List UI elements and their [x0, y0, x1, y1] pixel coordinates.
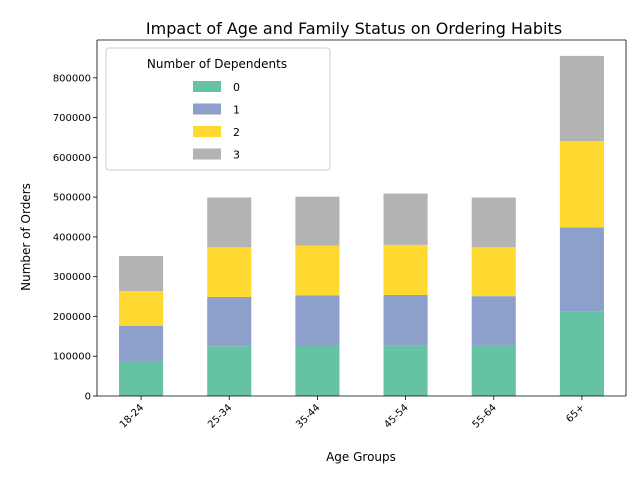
y-tick-label-400000: 400000	[53, 232, 91, 243]
bar-segment-18-24-dependents-2	[119, 290, 164, 326]
bar-segment-45-54-dependents-3	[383, 193, 428, 245]
bar-segment-45-54-dependents-1	[383, 294, 428, 346]
legend-title: Number of Dependents	[147, 57, 287, 71]
x-tick-label-25-34: 25-34	[206, 402, 234, 430]
legend-label-dependents-2: 2	[233, 126, 240, 139]
bar-segment-65+-dependents-2	[559, 141, 604, 228]
y-tick-label-100000: 100000	[53, 352, 91, 363]
y-tick-label-300000: 300000	[53, 272, 91, 283]
x-axis-title: Age Groups	[326, 450, 396, 464]
bar-segment-35-44-dependents-2	[295, 245, 340, 296]
bar-segment-25-34-dependents-3	[207, 197, 252, 248]
y-axis-title: Number of Orders	[19, 183, 33, 291]
bar-segment-35-44-dependents-1	[295, 295, 340, 346]
bar-segment-55-64-dependents-2	[471, 247, 516, 297]
bar-segment-45-54-dependents-0	[383, 345, 428, 396]
y-tick-label-200000: 200000	[53, 312, 91, 323]
x-tick-label-55-64: 55-64	[471, 402, 499, 430]
chart-title: Impact of Age and Family Status on Order…	[146, 19, 562, 38]
legend-swatch-dependents-3	[193, 148, 221, 160]
bar-segment-18-24-dependents-1	[119, 325, 164, 361]
bar-segment-65+-dependents-3	[559, 55, 604, 142]
bar-segment-35-44-dependents-3	[295, 196, 340, 246]
y-tick-label-500000: 500000	[53, 193, 91, 204]
y-tick-label-700000: 700000	[53, 113, 91, 124]
legend-label-dependents-3: 3	[233, 149, 240, 162]
x-tick-label-65+: 65+	[564, 402, 587, 425]
bar-segment-65+-dependents-0	[559, 311, 604, 396]
x-tick-label-45-54: 45-54	[382, 402, 410, 430]
legend-label-dependents-1: 1	[233, 104, 240, 117]
legend-swatch-dependents-1	[193, 103, 221, 115]
bar-segment-25-34-dependents-1	[207, 296, 252, 347]
bar-segment-55-64-dependents-0	[471, 345, 516, 396]
bar-segment-18-24-dependents-3	[119, 255, 164, 291]
bar-segment-25-34-dependents-0	[207, 346, 252, 396]
y-tick-label-800000: 800000	[53, 73, 91, 84]
bar-segment-55-64-dependents-3	[471, 197, 516, 248]
plot-area: 0 100000 200000 300000 400000 500000 600000 700…	[53, 39, 627, 431]
y-tick-label-0: 0	[85, 392, 91, 403]
bar-segment-55-64-dependents-1	[471, 296, 516, 346]
x-tick-label-18-24: 18-24	[118, 402, 146, 430]
bar-segment-65+-dependents-1	[559, 227, 604, 312]
bar-segment-45-54-dependents-2	[383, 244, 428, 295]
x-tick-label-35-44: 35-44	[294, 402, 322, 430]
y-tick-label-600000: 600000	[53, 153, 91, 164]
bar-segment-18-24-dependents-0	[119, 361, 164, 396]
legend-swatch-dependents-2	[193, 126, 221, 137]
bar-segment-25-34-dependents-2	[207, 247, 252, 297]
legend-label-dependents-0: 0	[233, 81, 240, 94]
bar-segment-35-44-dependents-0	[295, 345, 340, 396]
legend-swatch-dependents-0	[193, 81, 221, 92]
